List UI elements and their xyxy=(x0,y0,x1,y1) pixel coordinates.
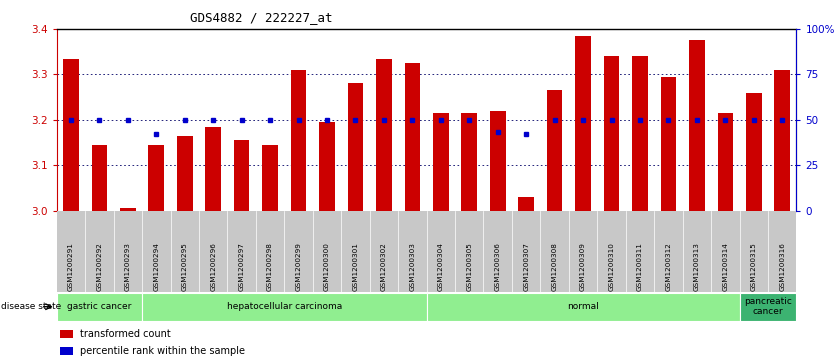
Text: GSM1200315: GSM1200315 xyxy=(751,242,756,290)
Bar xyxy=(348,83,364,211)
Bar xyxy=(490,111,505,211)
Text: GDS4882 / 222227_at: GDS4882 / 222227_at xyxy=(190,11,333,24)
Text: GSM1200306: GSM1200306 xyxy=(495,242,500,290)
Text: GSM1200300: GSM1200300 xyxy=(324,242,330,290)
Text: gastric cancer: gastric cancer xyxy=(68,302,132,311)
Bar xyxy=(575,36,591,211)
Text: GSM1200303: GSM1200303 xyxy=(409,242,415,290)
Text: GSM1200292: GSM1200292 xyxy=(97,242,103,290)
Bar xyxy=(205,127,221,211)
Bar xyxy=(376,58,392,211)
Text: GSM1200307: GSM1200307 xyxy=(523,242,530,290)
Text: GSM1200304: GSM1200304 xyxy=(438,242,444,290)
Text: GSM1200313: GSM1200313 xyxy=(694,242,700,290)
Bar xyxy=(319,122,334,211)
Bar xyxy=(689,40,705,211)
Bar xyxy=(604,56,620,211)
Bar xyxy=(57,293,142,321)
Bar xyxy=(717,113,733,211)
Text: GSM1200302: GSM1200302 xyxy=(381,242,387,290)
Bar xyxy=(426,293,740,321)
Text: GSM1200316: GSM1200316 xyxy=(779,242,786,290)
Bar xyxy=(433,113,449,211)
Text: percentile rank within the sample: percentile rank within the sample xyxy=(80,346,245,356)
Bar xyxy=(547,90,562,211)
Bar xyxy=(142,293,426,321)
Text: GSM1200299: GSM1200299 xyxy=(295,242,302,290)
Bar xyxy=(775,70,790,211)
Text: GSM1200312: GSM1200312 xyxy=(666,242,671,290)
Bar xyxy=(661,77,676,211)
Bar xyxy=(404,63,420,211)
Text: GSM1200309: GSM1200309 xyxy=(580,242,586,290)
Text: GSM1200310: GSM1200310 xyxy=(609,242,615,290)
Bar xyxy=(92,145,108,211)
Text: GSM1200293: GSM1200293 xyxy=(125,242,131,290)
Bar xyxy=(519,197,534,211)
Bar xyxy=(291,70,306,211)
Bar xyxy=(60,347,73,355)
Bar xyxy=(148,145,164,211)
Text: normal: normal xyxy=(567,302,599,311)
Text: GSM1200291: GSM1200291 xyxy=(68,242,74,290)
Bar xyxy=(60,330,73,338)
Bar xyxy=(740,293,796,321)
Text: GSM1200308: GSM1200308 xyxy=(551,242,558,290)
Bar xyxy=(632,56,648,211)
Bar xyxy=(234,140,249,211)
Bar xyxy=(63,58,78,211)
Text: GSM1200296: GSM1200296 xyxy=(210,242,216,290)
Text: transformed count: transformed count xyxy=(80,329,171,339)
Text: GSM1200298: GSM1200298 xyxy=(267,242,273,290)
Text: GSM1200301: GSM1200301 xyxy=(353,242,359,290)
Text: hepatocellular carcinoma: hepatocellular carcinoma xyxy=(227,302,342,311)
Text: disease state: disease state xyxy=(1,302,61,311)
Bar xyxy=(262,145,278,211)
Text: GSM1200295: GSM1200295 xyxy=(182,242,188,290)
Text: GSM1200294: GSM1200294 xyxy=(153,242,159,290)
Bar xyxy=(120,208,136,211)
Text: GSM1200305: GSM1200305 xyxy=(466,242,472,290)
Bar xyxy=(177,136,193,211)
Bar xyxy=(746,93,761,211)
Bar xyxy=(461,113,477,211)
Text: GSM1200314: GSM1200314 xyxy=(722,242,728,290)
Text: GSM1200311: GSM1200311 xyxy=(637,242,643,290)
Text: pancreatic
cancer: pancreatic cancer xyxy=(744,297,792,317)
Text: GSM1200297: GSM1200297 xyxy=(239,242,244,290)
